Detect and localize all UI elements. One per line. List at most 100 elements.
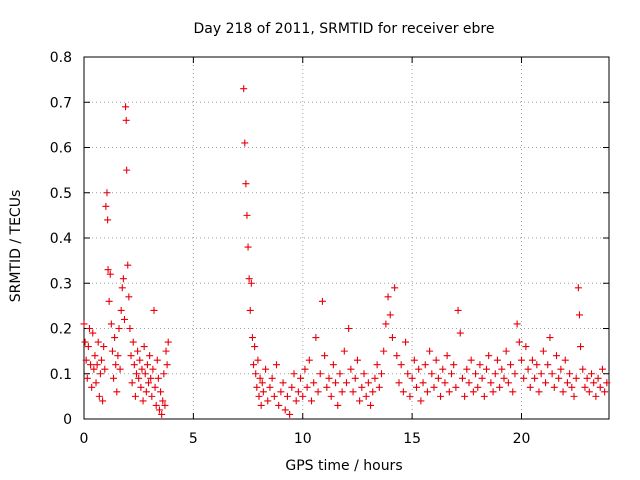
data-point [386, 311, 394, 319]
data-point [125, 293, 133, 301]
data-point [290, 370, 298, 378]
data-point [259, 388, 267, 396]
data-point [329, 361, 337, 369]
data-point [308, 397, 315, 405]
data-point [91, 352, 99, 360]
data-point [353, 356, 361, 364]
data-point [332, 379, 340, 387]
data-point [493, 356, 501, 364]
data-point [448, 370, 455, 378]
data-point [511, 370, 519, 378]
data-point [127, 352, 135, 360]
data-point [94, 338, 102, 346]
data-point [336, 370, 344, 378]
data-point [367, 401, 375, 409]
data-point [450, 361, 458, 369]
data-point [104, 216, 112, 224]
data-point [95, 392, 103, 400]
y-tick-label: 0.6 [50, 141, 72, 157]
data-point [533, 361, 541, 369]
data-point [314, 388, 322, 396]
data-point [388, 334, 396, 342]
data-point [141, 370, 149, 378]
data-point [581, 383, 589, 391]
data-point [472, 370, 480, 378]
data-point [555, 374, 563, 382]
y-tick-label: 0.2 [50, 322, 72, 338]
data-point [150, 306, 158, 314]
data-point [570, 392, 578, 400]
data-point [500, 374, 508, 382]
data-point [375, 383, 383, 391]
data-point [138, 365, 146, 373]
data-point [130, 361, 138, 369]
data-point [157, 388, 165, 396]
data-point [80, 320, 88, 328]
data-point [122, 103, 130, 111]
data-point [378, 370, 385, 378]
data-point [120, 315, 128, 323]
data-point [465, 379, 473, 387]
data-point [393, 352, 401, 360]
data-point [553, 352, 560, 360]
data-point [89, 329, 97, 337]
data-point [279, 379, 287, 387]
data-point [518, 356, 525, 364]
data-point [101, 365, 109, 373]
data-point [469, 388, 477, 396]
data-point [384, 293, 392, 301]
x-axis-label: GPS time / hours [285, 458, 402, 474]
data-point [246, 306, 254, 314]
data-point [99, 397, 107, 405]
data-point [349, 388, 357, 396]
y-tick-label: 0 [63, 412, 72, 428]
data-point [504, 379, 512, 387]
data-point [546, 334, 554, 342]
data-point [458, 374, 466, 382]
tick-labels: 0 5 10 15 20 0 0.1 0.2 0.3 0.4 0.5 0.6 0.7 0.8 [50, 50, 531, 447]
data-point [82, 356, 90, 364]
data-point [397, 361, 405, 369]
data-point [550, 383, 558, 391]
data-point [294, 388, 302, 396]
data-point [489, 388, 497, 396]
data-point [137, 383, 145, 391]
data-point [264, 397, 272, 405]
data-point [568, 383, 576, 391]
data-point [437, 392, 445, 400]
x-tick-label: 20 [513, 431, 531, 447]
data-point [408, 374, 416, 382]
data-point [142, 388, 150, 396]
data-point [288, 383, 296, 391]
data-point [413, 383, 420, 391]
data-point [162, 347, 170, 355]
data-point [575, 311, 583, 319]
y-tick-label: 0.3 [50, 276, 72, 292]
data-point [474, 383, 482, 391]
data-point [557, 365, 565, 373]
data-point [574, 284, 582, 292]
data-point [244, 243, 252, 251]
data-point [498, 365, 506, 373]
data-point [257, 401, 265, 409]
data-point [270, 392, 278, 400]
data-point [360, 370, 368, 378]
data-point [112, 361, 120, 369]
data-point [432, 356, 440, 364]
data-point [85, 325, 93, 332]
axes [83, 56, 610, 420]
data-point [487, 379, 495, 387]
data-point [327, 392, 335, 400]
data-point [445, 388, 453, 396]
data-point [528, 356, 536, 364]
data-point [154, 374, 162, 382]
data-point [478, 374, 486, 382]
data-point [515, 338, 523, 346]
x-tick-label: 5 [189, 431, 198, 447]
data-point [256, 374, 264, 382]
data-point [509, 388, 517, 396]
data-point [596, 383, 604, 391]
data-point [106, 270, 114, 278]
data-point [250, 361, 258, 369]
data-point [275, 401, 283, 409]
